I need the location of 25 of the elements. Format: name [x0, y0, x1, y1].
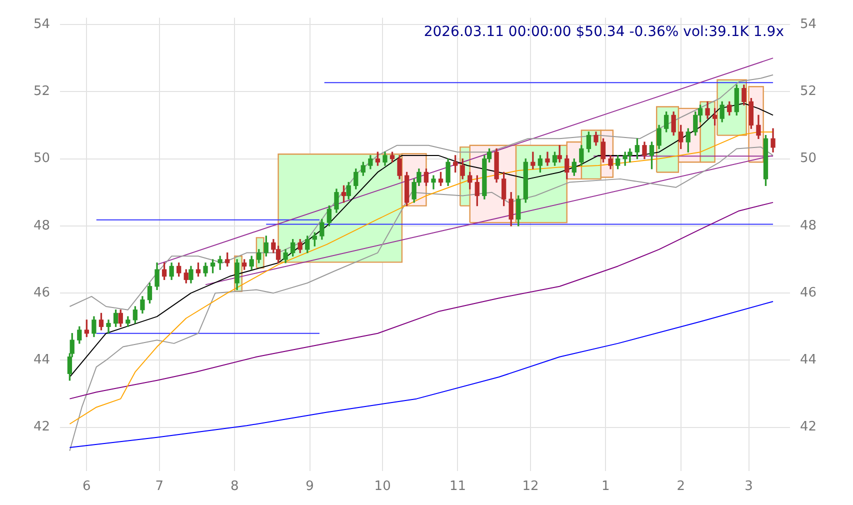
y-tick-label: 54: [33, 16, 50, 32]
x-tick-label: 11: [449, 479, 466, 494]
y2-tick-label: 46: [800, 285, 817, 300]
y2-tick-label: 54: [800, 16, 817, 32]
y-tick-label: 50: [33, 151, 50, 166]
y-tick-label: 48: [33, 218, 50, 234]
x-tick-label: 12: [522, 479, 539, 494]
y-tick-label: 52: [33, 84, 50, 100]
y2-tick-label: 48: [800, 218, 817, 234]
y2-tick-label: 52: [800, 84, 817, 100]
y2-tick-label: 44: [800, 352, 817, 368]
x-tick-label: 9: [306, 479, 314, 494]
x-tick-label: 6: [82, 479, 91, 494]
y2-tick-label: 42: [800, 420, 817, 435]
x-tick-label: 8: [230, 479, 239, 494]
x-tick-label: 3: [744, 479, 753, 494]
x-tick-label: 1: [602, 479, 610, 494]
x-tick-label: 10: [374, 479, 391, 494]
y-tick-label: 42: [33, 420, 50, 435]
y2-tick-label: 50: [800, 151, 817, 166]
x-tick-label: 2: [676, 479, 686, 494]
x-tick-label: 7: [155, 479, 164, 494]
text: 2026.03.11 00:00:00 $50.34 -0.36% vol:39.1K 1.9x: [424, 24, 784, 40]
y-tick-label: 46: [33, 285, 50, 300]
y-tick-label: 44: [33, 352, 50, 368]
